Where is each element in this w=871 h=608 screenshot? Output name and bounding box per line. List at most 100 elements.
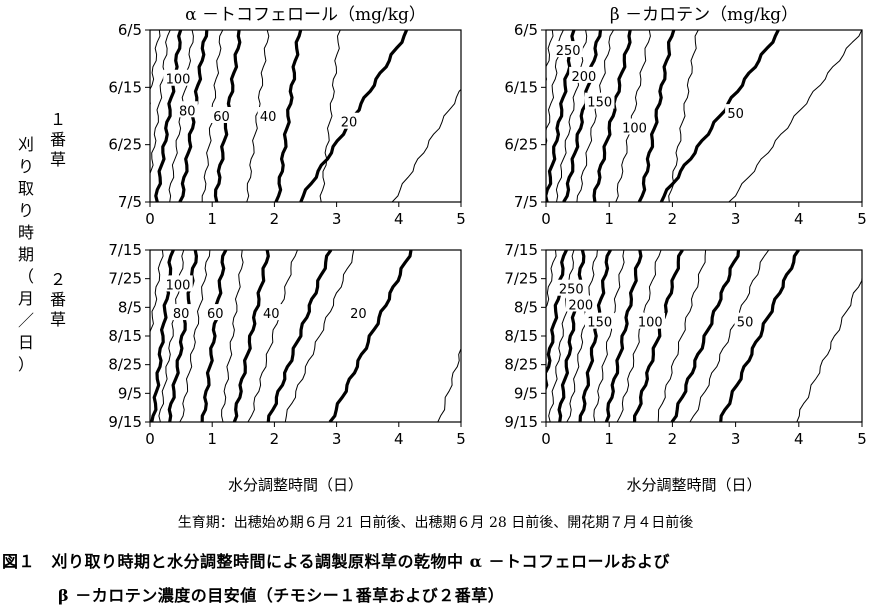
contour-line xyxy=(578,250,612,422)
contour-label: 200 xyxy=(572,70,597,85)
x-tick-label: 1 xyxy=(207,210,217,228)
contour-line xyxy=(689,250,770,422)
contour-label: 40 xyxy=(260,110,277,125)
contour-line xyxy=(719,250,800,422)
contour-line xyxy=(555,30,588,202)
contour-line xyxy=(546,250,557,309)
contour-label-bg xyxy=(584,92,615,109)
y-tick-label: 7/5 xyxy=(118,193,142,211)
contour-line xyxy=(657,250,707,422)
contour-label: 60 xyxy=(213,110,230,125)
contour-line xyxy=(668,30,699,202)
contour-line xyxy=(546,30,576,202)
contour-line xyxy=(546,250,568,392)
contour-group xyxy=(546,30,862,202)
x-tick-label: 5 xyxy=(857,210,867,228)
contour-label: 50 xyxy=(727,107,744,122)
panel-title: β －カロテン（mg/kg） xyxy=(610,5,798,25)
contour-label-bg xyxy=(635,312,666,329)
contour-label: 200 xyxy=(568,298,593,313)
x-tick-label: 2 xyxy=(668,430,678,448)
contour-line xyxy=(150,30,171,191)
contour-line xyxy=(557,250,586,422)
contour-line xyxy=(566,250,598,422)
contour-line xyxy=(592,30,632,202)
contour-line xyxy=(659,30,780,202)
contour-label: 80 xyxy=(173,307,190,322)
contour-label: 20 xyxy=(350,307,367,322)
figure-caption-line1: 図１ 刈り取り時期と水分調整時間による調製原料草の乾物中 α －トコフェロールお… xyxy=(2,552,670,571)
y-tick-label: 7/15 xyxy=(108,241,142,259)
contour-line xyxy=(284,250,355,422)
contour-label-bg xyxy=(163,69,193,86)
y-tick-label: 6/25 xyxy=(108,136,142,154)
x-tick-label: 4 xyxy=(794,210,804,228)
x-tick-label: 0 xyxy=(145,430,155,448)
contour-label: 100 xyxy=(166,278,191,293)
contour-label: 60 xyxy=(207,307,224,322)
contour-label: 150 xyxy=(587,96,612,111)
contour-label-bg xyxy=(176,101,198,118)
contour-label: 100 xyxy=(638,316,663,331)
panel-title: α －トコフェロール（mg/kg） xyxy=(185,5,426,25)
y-tick-label: 9/5 xyxy=(118,384,142,402)
contour-group xyxy=(150,250,461,422)
x-tick-label: 4 xyxy=(794,430,804,448)
y-tick-label: 6/5 xyxy=(514,21,538,39)
contour-label-bg xyxy=(257,107,279,123)
contour-label-bg xyxy=(170,304,192,321)
contour-line xyxy=(576,30,615,202)
growth-stage-note: 生育期：出穂始め期６月 21 日前後、出穂期６月 28 日前後、開花期７月４日前… xyxy=(177,515,694,531)
y-tick-label: 6/15 xyxy=(504,78,538,96)
contour-label-bg xyxy=(619,118,650,135)
contour-line xyxy=(562,30,603,202)
contour-label-bg xyxy=(734,312,756,329)
y-tick-label: 8/25 xyxy=(504,356,538,374)
x-axis-label: 水分調整時間（日） xyxy=(228,476,363,494)
contour-line xyxy=(274,30,303,202)
x-tick-label: 0 xyxy=(145,210,155,228)
panel-frame xyxy=(545,29,863,203)
contour-line xyxy=(232,250,270,422)
x-tick-label: 1 xyxy=(207,430,217,448)
y-tick-label: 9/5 xyxy=(514,384,538,402)
x-tick-label: 2 xyxy=(668,210,678,228)
contour-line xyxy=(796,273,862,422)
y-tick-label: 7/15 xyxy=(504,241,538,259)
contour-line xyxy=(637,30,676,202)
x-tick-label: 0 xyxy=(541,430,551,448)
contour-line xyxy=(437,347,461,422)
panel-top-right: 250 200 150 100 50 6/5 6/15 6/25 7/50 1 2 3 4 5 β －カロテ… xyxy=(504,5,866,228)
contour-line xyxy=(615,30,651,202)
contour-group xyxy=(546,250,862,422)
x-tick-label: 4 xyxy=(394,430,404,448)
panel-frame xyxy=(149,29,462,203)
contour-label-bg xyxy=(584,312,615,329)
contour-line xyxy=(150,250,164,349)
contour-line xyxy=(328,250,413,422)
contour-label: 80 xyxy=(179,104,196,119)
contour-line xyxy=(391,88,461,202)
contour-line xyxy=(546,30,564,147)
x-tick-label: 5 xyxy=(456,210,466,228)
contour-label: 250 xyxy=(556,44,581,59)
contour-label-bg xyxy=(347,304,369,321)
contour-line xyxy=(221,250,244,422)
y-tick-label: 9/15 xyxy=(504,413,538,431)
contour-line xyxy=(604,250,643,422)
contour-label-bg xyxy=(725,104,747,121)
figure-caption-line2: β －カロテン濃度の目安値（チモシー１番草および２番草） xyxy=(58,586,505,605)
contour-line xyxy=(179,250,211,422)
contour-label-bg xyxy=(338,112,360,129)
contour-label-bg xyxy=(566,295,596,312)
contour-line xyxy=(319,30,341,202)
y-tick-label: 7/25 xyxy=(504,270,538,288)
contour-label-bg xyxy=(556,279,587,296)
ylabel-vertical: 刈り取り時期（月／日） xyxy=(18,135,34,374)
contour-label: 150 xyxy=(587,316,612,331)
x-tick-label: 5 xyxy=(857,430,867,448)
contour-label: 100 xyxy=(622,121,647,136)
